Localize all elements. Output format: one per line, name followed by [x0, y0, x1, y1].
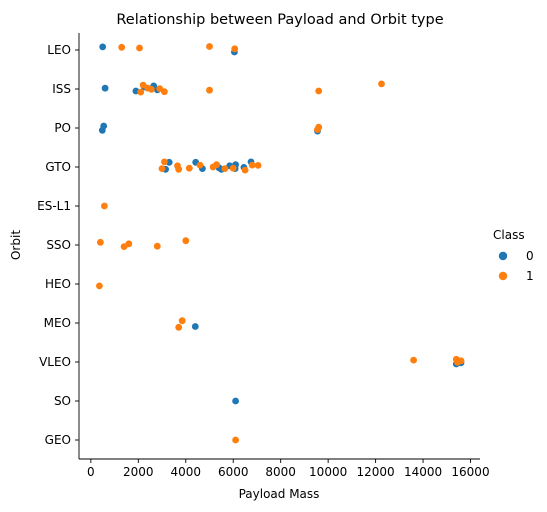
x-tick-label: 2000	[123, 465, 154, 479]
data-point-class-1	[315, 88, 322, 95]
data-point-class-1	[222, 165, 229, 172]
data-point-class-1	[249, 162, 256, 169]
legend-marker-0	[499, 252, 507, 260]
data-point-class-1	[230, 165, 237, 172]
data-point-class-1	[125, 240, 132, 247]
legend-title: Class	[493, 228, 525, 242]
data-point-class-1	[213, 161, 220, 168]
data-point-class-1	[161, 88, 168, 95]
y-tick-label: ISS	[52, 82, 71, 96]
y-tick-label: GTO	[45, 160, 71, 174]
data-point-class-1	[179, 317, 186, 324]
data-point-class-1	[314, 126, 321, 133]
x-tick-label: 16000	[451, 465, 489, 479]
data-point-class-1	[378, 81, 385, 88]
chart-title: Relationship between Payload and Orbit t…	[116, 12, 443, 28]
y-tick-label: PO	[54, 121, 71, 135]
y-tick-label: ES-L1	[37, 199, 71, 213]
data-point-class-1	[182, 237, 189, 244]
y-tick-label: SSO	[46, 238, 71, 252]
x-tick-label: 8000	[265, 465, 296, 479]
data-point-class-1	[186, 165, 193, 172]
data-point-class-1	[175, 324, 182, 331]
y-tick-label: VLEO	[39, 355, 71, 369]
data-point-class-1	[454, 359, 461, 366]
y-tick-label: MEO	[44, 316, 71, 330]
axes: 0 2000 4000 6000 8000 10000 12000 14000 16000 LEO…	[37, 33, 489, 479]
x-tick-label: 12000	[357, 465, 395, 479]
y-tick-label: GEO	[45, 433, 71, 447]
legend-label-1: 1	[526, 269, 534, 283]
data-point-class-1	[206, 87, 213, 94]
data-point-class-1	[96, 283, 103, 290]
data-point-class-1	[159, 165, 166, 172]
data-point-class-1	[148, 86, 155, 93]
data-points	[96, 43, 464, 443]
data-point-class-1	[255, 162, 262, 169]
data-point-class-1	[206, 43, 213, 50]
x-tick-label: 4000	[171, 465, 202, 479]
y-tick-label: LEO	[47, 43, 71, 57]
y-axis-title: Orbit	[9, 230, 23, 260]
x-tick-label: 0	[87, 465, 95, 479]
x-tick-label: 10000	[309, 465, 347, 479]
data-point-class-1	[410, 357, 417, 364]
data-point-class-1	[232, 437, 239, 444]
data-point-class-1	[242, 167, 249, 174]
x-tick-label: 14000	[404, 465, 442, 479]
data-point-class-1	[175, 166, 182, 173]
x-axis-title: Payload Mass	[239, 487, 320, 501]
legend: Class 0 1	[493, 228, 534, 283]
data-point-class-1	[197, 162, 204, 169]
data-point-class-1	[101, 203, 108, 210]
data-point-class-1	[97, 239, 104, 246]
y-tick-label: SO	[54, 394, 71, 408]
y-tick-label: HEO	[45, 277, 71, 291]
legend-marker-1	[499, 272, 507, 280]
data-point-class-1	[118, 44, 125, 51]
data-point-class-1	[154, 243, 161, 250]
data-point-class-0	[102, 85, 109, 92]
legend-label-0: 0	[526, 249, 534, 263]
data-point-class-1	[137, 89, 144, 96]
data-point-class-0	[99, 44, 106, 51]
data-point-class-0	[232, 398, 239, 405]
data-point-class-1	[136, 45, 143, 52]
data-point-class-0	[100, 123, 107, 130]
data-point-class-1	[161, 159, 168, 166]
data-point-class-0	[192, 323, 199, 330]
x-tick-label: 6000	[218, 465, 249, 479]
data-point-class-1	[231, 45, 238, 52]
